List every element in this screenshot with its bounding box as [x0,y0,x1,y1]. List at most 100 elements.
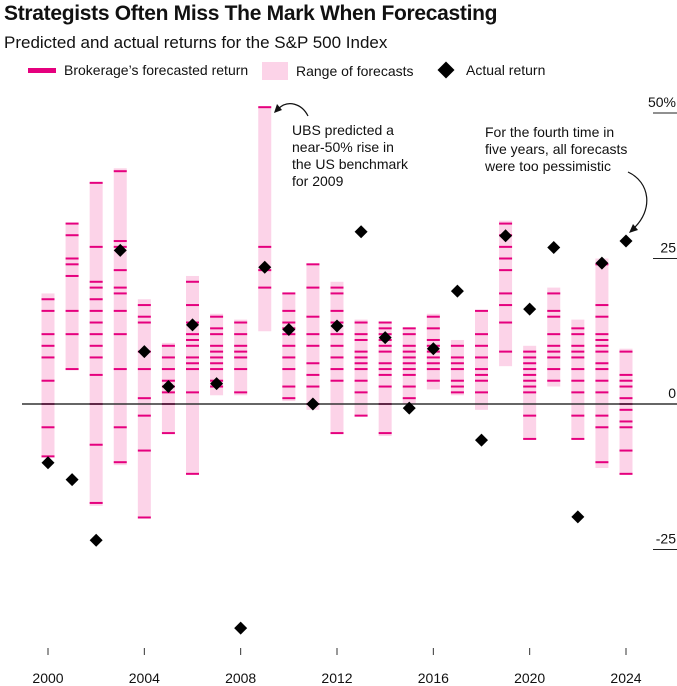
legend-label-forecast: Brokerage’s forecasted return [64,62,249,78]
forecast-mark-2015-6 [402,368,416,371]
forecast-mark-2002-6 [89,321,103,324]
forecast-mark-2004-2 [137,321,151,324]
forecast-mark-2014-0 [378,321,392,324]
forecast-mark-2001-7 [65,368,79,371]
annotation-ubs-arrowhead [274,104,282,113]
forecast-mark-2020-3 [523,368,537,371]
forecast-mark-2012-1 [330,292,344,295]
forecast-mark-2021-4 [547,344,561,347]
forecast-mark-2021-3 [547,333,561,336]
forecast-mark-2023-11 [595,414,609,417]
forecast-mark-2003-0 [113,170,127,173]
forecast-mark-2016-0 [426,315,440,318]
forecast-mark-2015-5 [402,362,416,365]
forecast-mark-2014-9 [378,385,392,388]
forecast-mark-2010-8 [282,385,296,388]
forecast-mark-2014-4 [378,344,392,347]
forecast-mark-2012-2 [330,309,344,312]
axes: 50% 25 0 -25 2000 2004 2008 2012 2016 2020 2024 [22,94,677,686]
forecast-mark-2001-5 [65,309,79,312]
forecast-mark-2002-2 [89,280,103,283]
forecast-mark-2000-7 [41,426,55,429]
forecast-mark-2008-3 [234,350,248,353]
forecast-mark-2016-5 [426,356,440,359]
annotation-pessimistic-arrow [627,171,648,230]
forecast-mark-2002-4 [89,298,103,301]
forecast-mark-2010-0 [282,292,296,295]
legend-label-actual: Actual return [466,62,546,78]
forecast-mark-2023-10 [595,391,609,394]
forecast-mark-2021-0 [547,292,561,295]
forecast-mark-2007-6 [210,362,224,365]
forecast-mark-2004-6 [137,414,151,417]
forecast-mark-2018-3 [475,356,488,359]
forecast-mark-2018-2 [475,344,488,347]
legend-item-actual: Actual return [436,61,546,79]
forecast-mark-2012-7 [330,368,344,371]
forecast-mark-2004-7 [137,449,151,452]
forecast-mark-2000-4 [41,356,55,359]
forecast-mark-2013-7 [354,379,368,382]
forecast-mark-2017-0 [450,344,464,347]
forecast-mark-2021-6 [547,356,561,359]
forecast-mark-2000-2 [41,333,55,336]
forecast-mark-2020-7 [523,391,537,394]
actual-diamond-2017 [450,284,464,298]
annotation-ubs-line-3: for 2009 [292,173,344,189]
forecast-mark-2000-5 [41,379,55,382]
forecast-mark-2022-6 [571,379,585,382]
actual-diamond-2000 [41,456,55,470]
legend-item-range: Range of forecasts [262,62,414,80]
forecast-mark-2019-4 [499,269,513,272]
range-bar-2004 [137,299,151,518]
legend-label-range: Range of forecasts [296,63,414,79]
forecast-mark-2014-1 [378,327,392,330]
forecast-mark-2003-10 [113,461,127,464]
range-bar-2010 [282,293,296,402]
forecast-mark-2003-5 [113,292,127,295]
forecast-mark-2019-3 [499,257,513,260]
forecast-mark-2012-8 [330,379,344,382]
forecast-mark-2021-7 [547,368,561,371]
range-bar-2009 [258,107,272,332]
forecast-mark-2008-4 [234,356,248,359]
forecast-mark-2023-3 [595,333,609,336]
forecast-mark-2021-1 [547,309,561,312]
x-tick-label-2004: 2004 [129,670,160,686]
range-bar-2002 [89,182,103,506]
forecast-mark-2002-0 [89,181,103,184]
actual-diamond-2019 [499,229,513,243]
annotation-pessimistic-line-2: were too pessimistic [484,158,611,174]
x-tick-label-2020: 2020 [514,670,545,686]
actual-diamond-2024 [619,234,633,248]
forecast-mark-2020-6 [523,385,537,388]
legend: Brokerage’s forecasted return Range of f… [0,61,677,86]
forecast-mark-2018-0 [475,309,488,312]
range-bar-2003 [113,168,127,466]
y-tick-label-50: 50% [648,94,676,110]
forecast-mark-2023-6 [595,350,609,353]
chart-subtitle: Predicted and actual returns for the S&P… [4,33,388,52]
actual-diamond-2001 [65,473,79,487]
forecast-mark-2007-3 [210,344,224,347]
forecast-mark-2006-1 [186,304,199,307]
forecast-mark-2004-5 [137,397,151,400]
forecast-mark-2013-4 [354,356,368,359]
forecast-mark-2007-4 [210,350,224,353]
forecast-mark-2004-4 [137,368,151,371]
forecast-mark-2023-4 [595,338,609,341]
forecast-mark-2024-0 [619,350,633,353]
range-bar-2000 [41,293,55,457]
forecast-mark-2002-12 [89,443,103,446]
forecast-mark-2023-8 [595,368,609,371]
forecast-mark-2002-9 [89,356,103,359]
forecast-mark-2005-2 [161,368,175,371]
annotation-ubs-line-0: UBS predicted a [292,122,394,138]
forecast-mark-2017-4 [450,379,464,382]
forecast-mark-2012-5 [330,344,344,347]
y-tick-label-0: 0 [668,385,676,401]
x-tick-label-2008: 2008 [225,670,256,686]
annotation-ubs-line-2: the US benchmark [292,156,409,172]
forecast-mark-2004-1 [137,315,151,318]
